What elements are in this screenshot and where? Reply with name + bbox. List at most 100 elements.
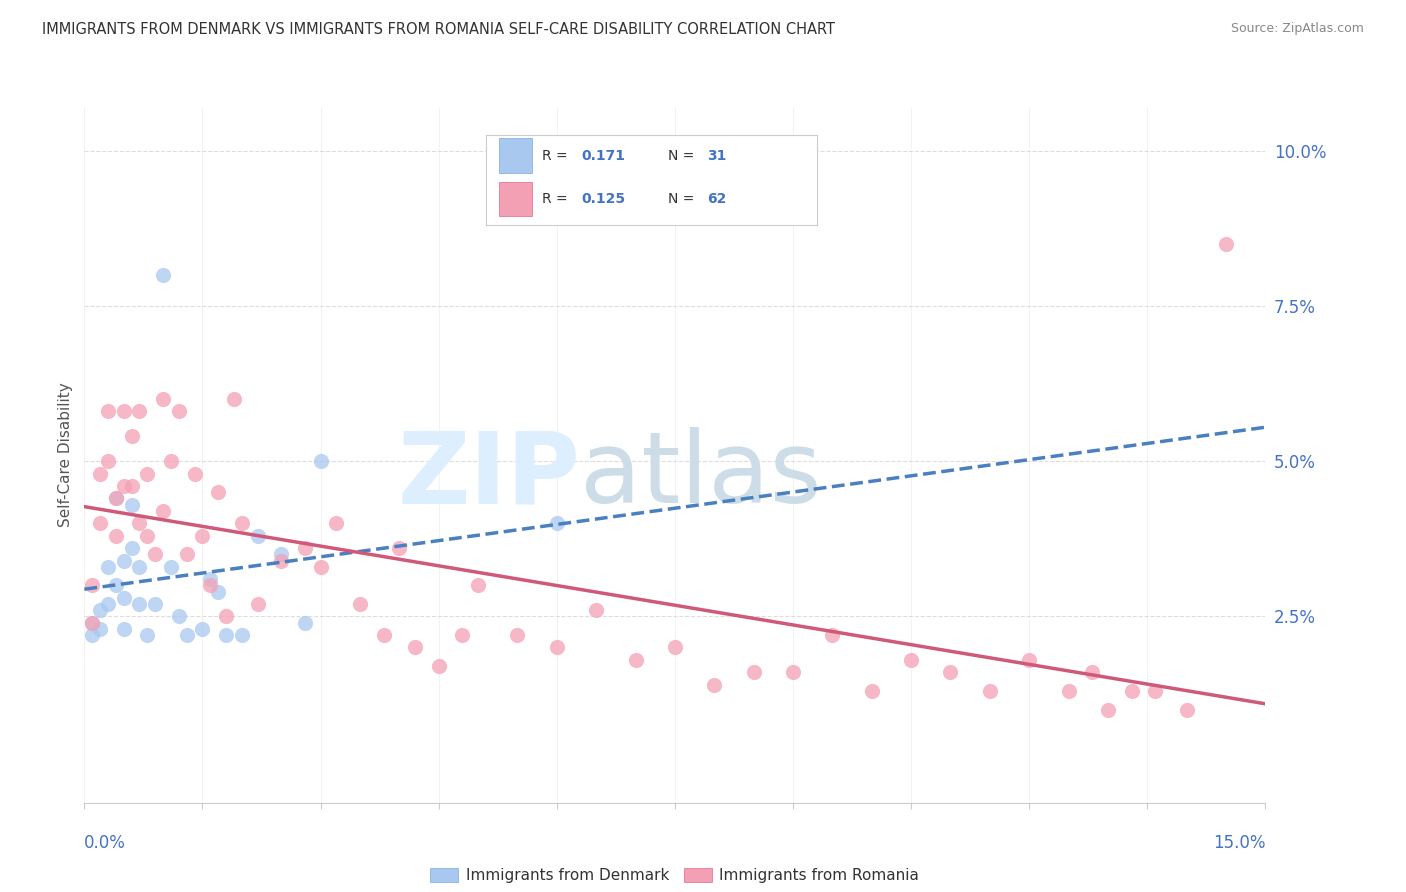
Point <box>167 404 190 418</box>
Point <box>349 597 371 611</box>
Point <box>231 516 253 531</box>
Point <box>121 498 143 512</box>
Point <box>1175 703 1198 717</box>
Point <box>89 516 111 531</box>
Point <box>270 547 292 561</box>
Point <box>821 628 844 642</box>
Point <box>97 454 120 468</box>
Point <box>782 665 804 680</box>
Point <box>309 559 332 574</box>
Point <box>128 404 150 418</box>
Point <box>128 559 150 574</box>
Text: IMMIGRANTS FROM DENMARK VS IMMIGRANTS FROM ROMANIA SELF-CARE DISABILITY CORRELAT: IMMIGRANTS FROM DENMARK VS IMMIGRANTS FR… <box>42 22 835 37</box>
Point <box>1121 684 1143 698</box>
Point <box>191 529 214 543</box>
Point <box>97 404 120 418</box>
Point <box>143 547 166 561</box>
Point <box>939 665 962 680</box>
Point <box>585 603 607 617</box>
Point <box>404 640 426 655</box>
Text: Source: ZipAtlas.com: Source: ZipAtlas.com <box>1230 22 1364 36</box>
Point <box>152 268 174 282</box>
Point <box>104 529 127 543</box>
Point <box>136 529 159 543</box>
Point <box>136 467 159 481</box>
Point <box>1057 684 1080 698</box>
Point <box>388 541 411 555</box>
Point <box>246 597 269 611</box>
Point <box>176 628 198 642</box>
Point <box>82 615 104 630</box>
Point <box>82 615 104 630</box>
Point <box>121 429 143 443</box>
Y-axis label: Self-Care Disability: Self-Care Disability <box>58 383 73 527</box>
Point <box>104 491 127 506</box>
Point <box>624 653 647 667</box>
Point <box>112 591 135 605</box>
Point <box>97 559 120 574</box>
Point <box>1081 665 1104 680</box>
Point <box>860 684 883 698</box>
Point <box>112 479 135 493</box>
Point <box>128 516 150 531</box>
Point <box>506 628 529 642</box>
Point <box>89 603 111 617</box>
Point <box>112 553 135 567</box>
Point <box>1215 236 1237 251</box>
Text: 0.0%: 0.0% <box>84 834 127 852</box>
Point <box>200 578 222 592</box>
Point <box>222 392 245 406</box>
Point <box>128 597 150 611</box>
Point <box>112 404 135 418</box>
Point <box>207 584 229 599</box>
Text: 15.0%: 15.0% <box>1213 834 1265 852</box>
Point <box>176 547 198 561</box>
Point <box>191 622 214 636</box>
Point <box>546 640 568 655</box>
Point <box>309 454 332 468</box>
Point <box>104 491 127 506</box>
Point <box>121 479 143 493</box>
Point <box>373 628 395 642</box>
Point <box>900 653 922 667</box>
Point <box>742 665 765 680</box>
Point <box>703 678 725 692</box>
Point <box>294 541 316 555</box>
Point <box>89 622 111 636</box>
Point <box>112 622 135 636</box>
Point <box>207 485 229 500</box>
Point <box>664 640 686 655</box>
Point <box>82 578 104 592</box>
Point <box>160 454 183 468</box>
Point <box>82 628 104 642</box>
Legend: Immigrants from Denmark, Immigrants from Romania: Immigrants from Denmark, Immigrants from… <box>425 862 925 889</box>
Point <box>215 628 238 642</box>
Point <box>451 628 474 642</box>
Point <box>979 684 1001 698</box>
Point <box>89 467 111 481</box>
Point <box>294 615 316 630</box>
Point <box>325 516 347 531</box>
Point <box>97 597 120 611</box>
Text: ZIP: ZIP <box>398 427 581 524</box>
Point <box>183 467 205 481</box>
Point <box>136 628 159 642</box>
Point <box>143 597 166 611</box>
Point <box>104 578 127 592</box>
Point <box>152 504 174 518</box>
Point <box>167 609 190 624</box>
Point <box>215 609 238 624</box>
Point <box>1018 653 1040 667</box>
Text: atlas: atlas <box>581 427 823 524</box>
Point <box>246 529 269 543</box>
Point <box>231 628 253 642</box>
Point <box>427 659 450 673</box>
Point <box>546 516 568 531</box>
Point <box>200 572 222 586</box>
Point <box>1097 703 1119 717</box>
Point <box>152 392 174 406</box>
Point <box>467 578 489 592</box>
Point <box>160 559 183 574</box>
Point <box>121 541 143 555</box>
Point <box>1144 684 1167 698</box>
